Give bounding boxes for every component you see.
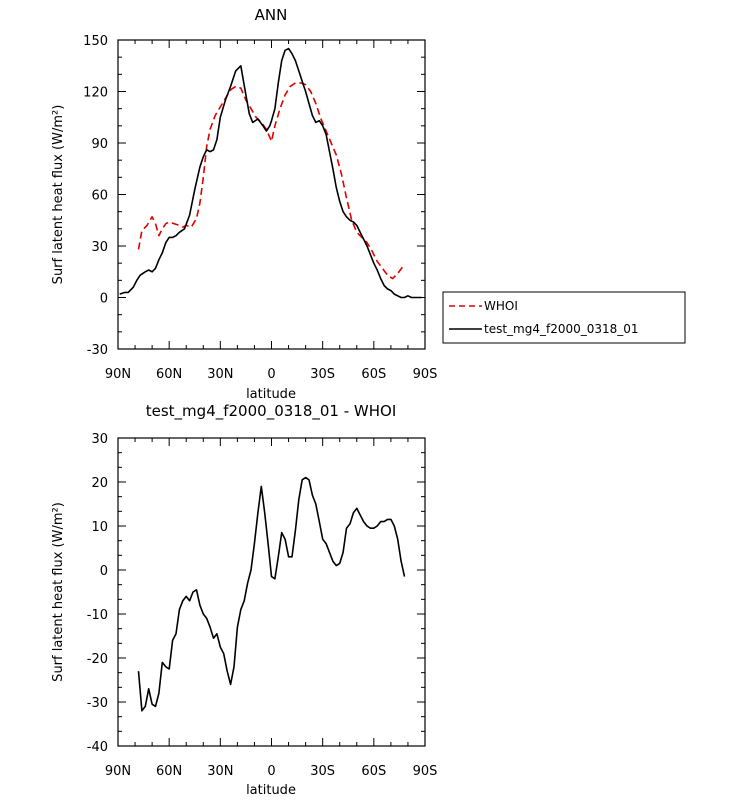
x-tick-label: 90N [105,367,131,382]
series-line-difference [137,476,406,712]
y-tick-label: 0 [100,292,108,307]
legend: WHOI test_mg4_f2000_0318_01 [442,291,686,344]
top-plot-area: -30 0 30 60 90 120 150 90N 60N 30N 0 30S 60S 90S [83,34,437,382]
legend-label-whoi: WHOI [484,299,518,313]
bottom-y-axis-label: Surf latent heat flux (W/m²) [51,502,66,682]
y-tick-label: 10 [91,520,108,535]
bottom-panel: test_mg4_f2000_0318_01 - WHOI Surf laten… [51,402,437,798]
y-tick-label: -20 [87,652,108,667]
bottom-chart-title: test_mg4_f2000_0318_01 - WHOI [146,402,397,421]
x-tick-label: 60S [361,764,386,779]
series-line-test-mg4-f2000-0318-01 [119,47,422,299]
x-tick-label: 90S [413,367,438,382]
y-tick-label: 20 [91,476,108,491]
y-tick-label: -30 [87,343,108,358]
top-y-axis-label: Surf latent heat flux (W/m²) [51,105,66,285]
x-tick-label: 30S [310,764,335,779]
y-tick-label: 90 [91,137,108,152]
top-x-axis-label: latitude [246,387,296,402]
plot-frame [117,39,426,350]
bottom-ylabel-group: Surf latent heat flux (W/m²) [51,502,66,682]
y-tick-label: 0 [100,564,108,579]
x-tick-label: 30S [310,367,335,382]
x-tick-label: 60N [156,367,182,382]
legend-label-model: test_mg4_f2000_0318_01 [484,322,639,336]
x-tick-label: 0 [267,367,275,382]
y-tick-label: 120 [83,86,108,101]
y-tick-label: 30 [91,240,108,255]
bottom-x-axis-label: latitude [246,783,296,798]
x-tick-label: 30N [207,764,233,779]
series-line-whoi [137,82,404,280]
y-tick-label: 150 [83,34,108,49]
x-tick-label: 0 [267,764,275,779]
y-tick-label: 30 [91,432,108,447]
legend-box [442,291,686,344]
y-tick-label: 60 [91,189,108,204]
top-panel: ANN Surf latent heat flux (W/m²) latitud… [51,6,437,402]
x-tick-label: 90N [105,764,131,779]
plot-frame [117,437,426,747]
x-tick-label: 30N [207,367,233,382]
x-tick-label: 60S [361,367,386,382]
top-chart-title: ANN [255,6,288,24]
x-tick-label: 60N [156,764,182,779]
bottom-plot-area: -40 -30 -20 -10 0 10 20 30 90N 60N 30N 0 30S 60S 90S [87,432,438,779]
y-tick-label: -30 [87,696,108,711]
y-tick-label: -10 [87,608,108,623]
x-tick-label: 90S [413,764,438,779]
y-tick-label: -40 [87,740,108,755]
top-ylabel-group: Surf latent heat flux (W/m²) [51,105,66,285]
